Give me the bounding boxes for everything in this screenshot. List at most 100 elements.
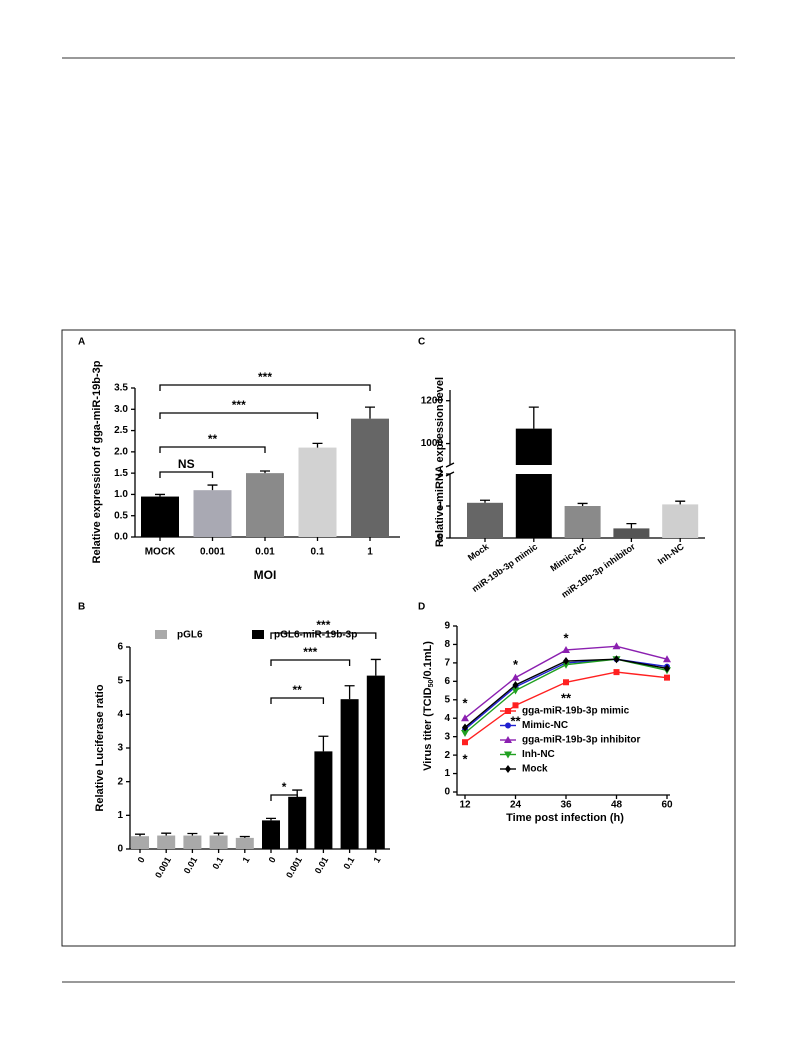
error-bar <box>528 406 539 429</box>
bar <box>613 528 650 538</box>
y-tick-label: 9 <box>444 621 450 632</box>
y-tick-label: 6 <box>444 676 450 687</box>
significance-bracket <box>270 794 298 801</box>
error-bar <box>135 833 145 837</box>
y-tick-label: 0 <box>437 533 443 544</box>
significance-bracket <box>159 384 371 391</box>
y-tick-label: 5 <box>117 675 123 686</box>
x-tick-label: 0.1 <box>210 855 225 871</box>
error-bar <box>312 442 323 448</box>
significance-label: *** <box>258 370 272 384</box>
error-bar <box>370 658 381 676</box>
legend-marker <box>505 708 511 714</box>
x-tick-label: Inh-NC <box>656 541 686 566</box>
y-axis-label: Relative miRNA expression level <box>434 377 446 547</box>
y-tick-label: 5 <box>444 694 450 705</box>
bar <box>467 502 503 538</box>
significance-label: ** <box>293 683 303 697</box>
x-axis-label: MOI <box>254 568 277 582</box>
y-tick-label: 3 <box>444 731 450 742</box>
data-point <box>461 729 469 737</box>
error-bar <box>260 470 270 474</box>
y-tick-label: 0 <box>117 844 123 855</box>
legend-swatch <box>252 630 264 639</box>
data-point <box>462 739 468 746</box>
error-bar <box>187 832 198 836</box>
x-axis-label: Time post infection (h) <box>506 812 624 824</box>
error-bar <box>213 832 224 836</box>
bar <box>298 447 337 537</box>
x-tick-label: 0.01 <box>313 855 330 875</box>
legend-marker <box>505 722 511 729</box>
bar <box>262 820 280 849</box>
error-bar <box>626 522 637 529</box>
y-tick-label: 1 <box>437 501 443 512</box>
x-tick-label: 0 <box>267 855 278 864</box>
data-point <box>563 679 569 686</box>
legend-label: Inh-NC <box>522 749 555 760</box>
bar <box>131 836 149 849</box>
y-tick-label: 0 <box>444 787 450 798</box>
data-point <box>562 645 570 653</box>
y-axis-label-part: Virus titer (TCID <box>422 687 434 771</box>
y-tick-label: 3.0 <box>114 404 128 415</box>
significance-label: ** <box>510 714 521 729</box>
y-tick-label: 7 <box>444 658 450 669</box>
legend-label: pGL6 <box>177 630 203 641</box>
x-tick-label: MOCK <box>145 547 176 558</box>
significance-label: ** <box>208 432 218 446</box>
significance-label: *** <box>316 618 330 632</box>
y-axis-label: Relative expression of gga-miR-19b-3p <box>91 360 103 563</box>
bar <box>564 506 601 538</box>
panel-label: A <box>78 337 85 348</box>
y-tick-label: 1 <box>444 768 450 779</box>
bar <box>662 504 699 538</box>
error-bar <box>207 484 218 491</box>
data-point <box>613 669 620 676</box>
bar <box>351 418 389 537</box>
x-tick-label: 0.001 <box>153 855 173 880</box>
significance-label: * <box>462 696 468 711</box>
y-tick-label: 2.5 <box>114 425 128 436</box>
data-point <box>664 664 670 673</box>
data-point <box>612 642 621 650</box>
y-tick-label: 1 <box>117 810 123 821</box>
error-bar <box>155 493 165 497</box>
significance-bracket <box>159 412 319 419</box>
y-tick-label: 4 <box>117 709 123 720</box>
error-bar <box>344 685 355 700</box>
error-bar <box>266 817 276 821</box>
y-tick-label: 2 <box>444 750 450 761</box>
y-axis-label-part: /0.1mL) <box>422 641 434 680</box>
data-point <box>663 655 671 663</box>
significance-bracket <box>159 471 214 478</box>
bar <box>193 490 232 537</box>
y-tick-label: 1000 <box>421 438 444 449</box>
y-tick-label: 0.5 <box>114 510 128 521</box>
data-point <box>562 661 570 669</box>
error-bar <box>480 499 490 503</box>
significance-bracket <box>270 632 377 639</box>
bar <box>157 835 176 849</box>
x-tick-label: 12 <box>459 800 471 811</box>
bar <box>235 837 254 849</box>
significance-label: * <box>462 752 468 767</box>
x-tick-label: 0.1 <box>341 855 356 871</box>
x-tick-label: 24 <box>510 800 522 811</box>
bar <box>183 835 202 849</box>
x-tick-label: 1 <box>367 547 373 558</box>
significance-bracket <box>270 659 351 666</box>
y-axis-label: Relative Luciferase ratio <box>94 684 106 811</box>
significance-bracket <box>159 446 266 453</box>
panel-label: B <box>78 602 85 613</box>
legend-label: Mock <box>522 764 548 775</box>
x-tick-label: 0.01 <box>182 855 199 875</box>
panel-label: D <box>418 602 425 613</box>
x-tick-label: 0 <box>136 855 147 864</box>
legend-marker <box>504 751 512 759</box>
axes <box>456 626 670 796</box>
data-point <box>511 673 520 681</box>
y-tick-label: 3 <box>117 743 123 754</box>
x-tick-label: 0.1 <box>311 547 325 558</box>
panel-label: C <box>418 337 425 348</box>
